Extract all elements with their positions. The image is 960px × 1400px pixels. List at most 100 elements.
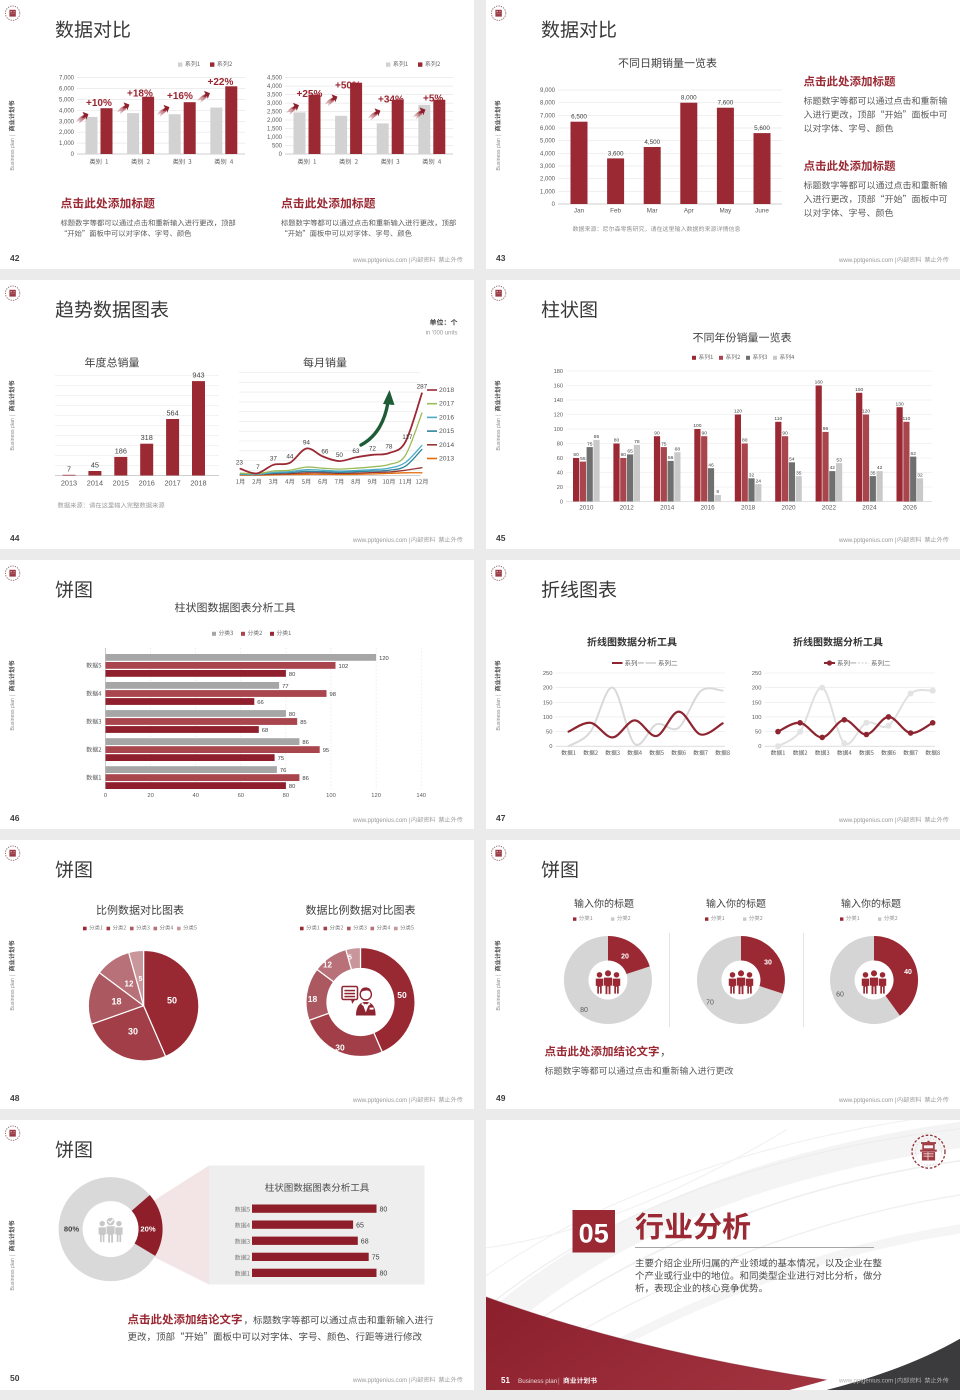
svg-text:+50%: +50%	[335, 81, 361, 92]
svg-text:80: 80	[289, 784, 295, 790]
svg-text:98: 98	[330, 692, 336, 698]
svg-text:100: 100	[554, 427, 563, 433]
svg-text:20: 20	[621, 954, 629, 961]
svg-text:75: 75	[661, 441, 667, 447]
svg-text:62: 62	[910, 451, 916, 457]
svg-text:40: 40	[192, 793, 198, 799]
svg-text:45: 45	[91, 461, 99, 470]
svg-text:2016: 2016	[439, 414, 454, 421]
svg-text:2018: 2018	[741, 505, 756, 512]
svg-text:3,000: 3,000	[59, 119, 75, 125]
svg-text:Mar: Mar	[647, 208, 658, 215]
svg-text:48: 48	[10, 1093, 20, 1103]
svg-text:45: 45	[496, 533, 506, 543]
svg-text:4,000: 4,000	[267, 84, 283, 90]
svg-text:+25%: +25%	[297, 89, 323, 100]
svg-text:4,500: 4,500	[267, 76, 283, 82]
svg-text:4,500: 4,500	[644, 139, 660, 146]
svg-text:130: 130	[896, 402, 904, 408]
svg-text:3,000: 3,000	[267, 101, 283, 107]
svg-text:18: 18	[111, 997, 121, 1007]
svg-text:9,000: 9,000	[540, 88, 556, 94]
svg-text:53: 53	[836, 457, 842, 463]
svg-text:6,000: 6,000	[540, 126, 556, 132]
svg-text:30: 30	[335, 1043, 345, 1053]
svg-text:120: 120	[554, 413, 563, 419]
svg-text:68: 68	[262, 728, 268, 734]
svg-text:250: 250	[543, 671, 553, 677]
svg-text:140: 140	[554, 398, 563, 404]
svg-text:60: 60	[621, 452, 627, 458]
svg-text:Jan: Jan	[574, 208, 585, 215]
svg-text:www.pptgenius.com |: www.pptgenius.com |	[838, 1378, 897, 1385]
svg-text:75: 75	[372, 1255, 380, 1262]
svg-text:+34%: +34%	[378, 95, 404, 106]
svg-text:50: 50	[10, 1373, 20, 1383]
svg-text:2,500: 2,500	[267, 110, 283, 116]
svg-text:1,000: 1,000	[540, 189, 556, 195]
svg-text:20: 20	[147, 793, 153, 799]
svg-text:120: 120	[379, 656, 389, 662]
svg-text:5: 5	[139, 976, 143, 983]
svg-text:0: 0	[560, 500, 563, 506]
svg-text:2024: 2024	[862, 505, 877, 512]
svg-text:55: 55	[580, 456, 586, 462]
svg-text:44: 44	[286, 453, 294, 460]
svg-text:2010: 2010	[579, 505, 594, 512]
svg-text:90: 90	[654, 430, 660, 436]
svg-text:7: 7	[256, 464, 260, 471]
svg-text:5,000: 5,000	[540, 139, 556, 145]
svg-text:200: 200	[752, 686, 762, 692]
svg-text:60: 60	[238, 793, 244, 799]
svg-text:2016: 2016	[139, 479, 155, 488]
svg-text:110: 110	[903, 416, 911, 422]
svg-text:35: 35	[870, 470, 876, 476]
svg-text:2012: 2012	[620, 505, 635, 512]
svg-text:3,500: 3,500	[267, 93, 283, 99]
svg-text:2016: 2016	[700, 505, 715, 512]
svg-text:2013: 2013	[61, 479, 77, 488]
svg-text:+22%: +22%	[208, 77, 234, 88]
svg-text:2014: 2014	[660, 505, 675, 512]
svg-text:2013: 2013	[439, 456, 454, 463]
svg-text:95: 95	[323, 748, 329, 754]
svg-text:20: 20	[557, 485, 563, 491]
svg-text:90: 90	[782, 430, 788, 436]
svg-text:80%: 80%	[64, 1225, 79, 1234]
svg-text:75: 75	[587, 441, 593, 447]
svg-text:June: June	[755, 208, 769, 215]
svg-text:46: 46	[708, 462, 714, 468]
svg-text:20%: 20%	[140, 1225, 155, 1234]
svg-text:12: 12	[323, 961, 332, 970]
svg-text:86: 86	[302, 740, 308, 746]
svg-text:47: 47	[496, 813, 506, 823]
svg-text:6,500: 6,500	[571, 114, 587, 121]
svg-text:56: 56	[668, 455, 674, 461]
svg-text:0: 0	[279, 152, 283, 158]
svg-text:65: 65	[356, 1223, 364, 1230]
svg-text:0: 0	[549, 744, 552, 750]
svg-text:Feb: Feb	[610, 208, 621, 215]
svg-text:50: 50	[755, 730, 761, 736]
svg-text:76: 76	[280, 768, 286, 774]
svg-text:160: 160	[554, 384, 563, 390]
svg-text:2015: 2015	[113, 479, 129, 488]
svg-text:318: 318	[141, 433, 153, 442]
svg-text:0: 0	[758, 744, 761, 750]
svg-text:1,500: 1,500	[267, 127, 283, 133]
svg-text:2014: 2014	[87, 479, 103, 488]
svg-text:+10%: +10%	[86, 98, 112, 109]
svg-text:150: 150	[543, 700, 553, 706]
svg-text:72: 72	[369, 445, 377, 452]
svg-text:2018: 2018	[439, 387, 454, 394]
svg-text:60: 60	[573, 452, 579, 458]
svg-text:80: 80	[614, 438, 620, 444]
svg-text:150: 150	[752, 700, 762, 706]
svg-text:94: 94	[303, 440, 311, 447]
svg-text:2014: 2014	[439, 442, 454, 449]
svg-text:30: 30	[128, 1027, 138, 1037]
svg-text:2,000: 2,000	[267, 118, 283, 124]
svg-text:140: 140	[416, 793, 426, 799]
svg-text:+5%: +5%	[423, 94, 443, 105]
svg-text:100: 100	[752, 715, 762, 721]
